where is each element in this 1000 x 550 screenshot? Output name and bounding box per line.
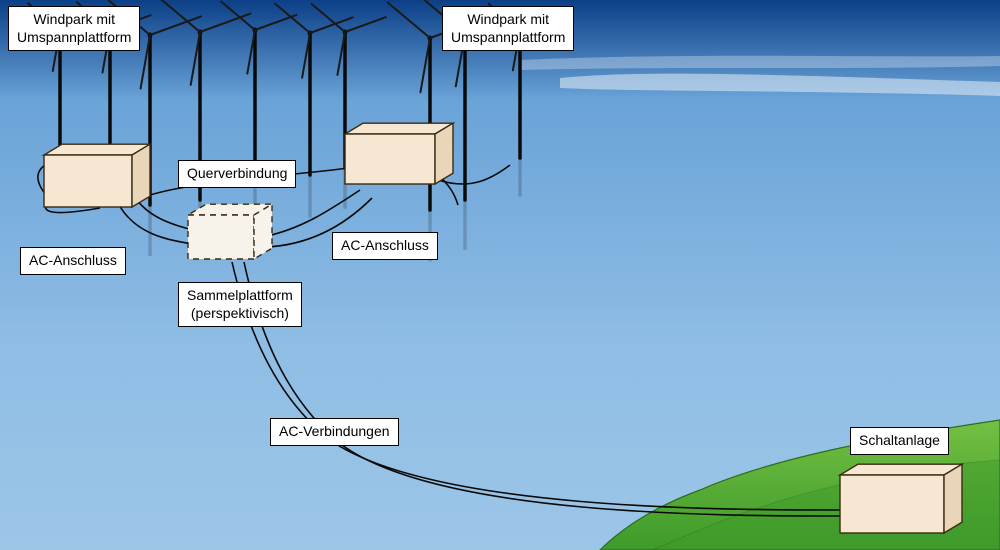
label-ac_anschluss_l: AC-Anschluss (20, 247, 126, 275)
label-ac_anschluss_r: AC-Anschluss (332, 232, 438, 260)
label-windpark_left: Windpark mit Umspannplattform (8, 6, 140, 51)
label-sammelplattform: Sammelplattform (perspektivisch) (178, 282, 302, 327)
platform-box (345, 123, 453, 184)
platform-box (188, 204, 272, 259)
label-text: AC-Anschluss (341, 237, 429, 253)
label-text: AC-Anschluss (29, 252, 117, 268)
label-text: Sammelplattform (187, 287, 293, 303)
diagram-canvas (0, 0, 1000, 550)
label-text: Umspannplattform (17, 29, 131, 45)
label-text: Umspannplattform (451, 29, 565, 45)
label-text: Querverbindung (187, 165, 287, 181)
label-text: Schaltanlage (859, 432, 940, 448)
label-windpark_right: Windpark mit Umspannplattform (442, 6, 574, 51)
label-ac_verbindungen: AC-Verbindungen (270, 418, 399, 446)
platform-box (44, 144, 150, 207)
label-schaltanlage: Schaltanlage (850, 427, 949, 455)
label-text: Windpark mit (467, 11, 549, 27)
label-text: (perspektivisch) (191, 305, 289, 321)
platform-box (840, 464, 962, 533)
label-querverbindung: Querverbindung (178, 160, 296, 188)
label-text: Windpark mit (33, 11, 115, 27)
label-text: AC-Verbindungen (279, 423, 390, 439)
